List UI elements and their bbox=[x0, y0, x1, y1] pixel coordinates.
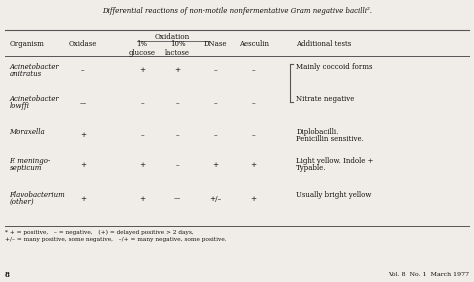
Text: Additional tests: Additional tests bbox=[296, 40, 352, 48]
Text: ––: –– bbox=[174, 195, 182, 203]
Text: Oxidase: Oxidase bbox=[69, 40, 97, 48]
Text: –: – bbox=[176, 161, 180, 169]
Text: DNase: DNase bbox=[204, 40, 228, 48]
Text: –: – bbox=[252, 99, 255, 107]
Text: Organism: Organism bbox=[9, 40, 45, 48]
Text: Acinetobacter: Acinetobacter bbox=[9, 63, 59, 70]
Text: –: – bbox=[252, 131, 255, 139]
Text: Usually bright yellow: Usually bright yellow bbox=[296, 191, 372, 199]
Text: lowffi: lowffi bbox=[9, 102, 29, 110]
Text: –: – bbox=[81, 66, 85, 74]
Text: +: + bbox=[213, 161, 219, 169]
Text: +: + bbox=[251, 161, 256, 169]
Text: –: – bbox=[214, 131, 218, 139]
Text: anitratus: anitratus bbox=[9, 70, 42, 78]
Text: –: – bbox=[140, 131, 144, 139]
Text: +: + bbox=[80, 131, 86, 139]
Text: –: – bbox=[140, 99, 144, 107]
Text: Oxidation: Oxidation bbox=[154, 33, 190, 41]
Text: * + = positive,   – = negative,   (+) = delayed positive > 2 days,: * + = positive, – = negative, (+) = dela… bbox=[5, 229, 193, 235]
Text: +: + bbox=[251, 195, 256, 203]
Text: Acinetobacter: Acinetobacter bbox=[9, 95, 59, 103]
Text: (other): (other) bbox=[9, 198, 34, 206]
Text: +: + bbox=[175, 66, 181, 74]
Text: Vol. 8  No. 1  March 1977: Vol. 8 No. 1 March 1977 bbox=[388, 272, 469, 277]
Text: –: – bbox=[214, 99, 218, 107]
Text: Typable.: Typable. bbox=[296, 164, 327, 172]
Text: F. meningо-: F. meningо- bbox=[9, 157, 51, 165]
Text: +: + bbox=[139, 195, 145, 203]
Text: +/– = many positive, some negative,   –/+ = many negative, some positive.: +/– = many positive, some negative, –/+ … bbox=[5, 237, 227, 243]
Text: +: + bbox=[139, 161, 145, 169]
Text: Mainly coccoid forms: Mainly coccoid forms bbox=[296, 63, 372, 70]
Text: +: + bbox=[80, 195, 86, 203]
Text: ––: –– bbox=[79, 99, 87, 107]
Text: Penicillin sensitive.: Penicillin sensitive. bbox=[296, 135, 364, 143]
Text: 10%
lactose: 10% lactose bbox=[165, 40, 190, 57]
Text: Moraxella: Moraxella bbox=[9, 128, 45, 136]
Text: Aesculin: Aesculin bbox=[238, 40, 269, 48]
Text: –: – bbox=[176, 131, 180, 139]
Text: Nitrate negative: Nitrate negative bbox=[296, 95, 354, 103]
Text: –: – bbox=[214, 66, 218, 74]
Text: Flavobacterium: Flavobacterium bbox=[9, 191, 65, 199]
Text: +/–: +/– bbox=[210, 195, 222, 203]
Text: Diplobacilli.: Diplobacilli. bbox=[296, 128, 338, 136]
Text: –: – bbox=[176, 99, 180, 107]
Text: +: + bbox=[139, 66, 145, 74]
Text: Differential reactions of non-motile nonfermentative Gram negative bacilli².: Differential reactions of non-motile non… bbox=[102, 7, 372, 15]
Text: 8: 8 bbox=[5, 271, 9, 279]
Text: –: – bbox=[252, 66, 255, 74]
Text: +: + bbox=[80, 161, 86, 169]
Text: septicum: septicum bbox=[9, 164, 42, 172]
Text: Light yellow. Indole +: Light yellow. Indole + bbox=[296, 157, 374, 165]
Text: 1%
glucose: 1% glucose bbox=[129, 40, 155, 57]
